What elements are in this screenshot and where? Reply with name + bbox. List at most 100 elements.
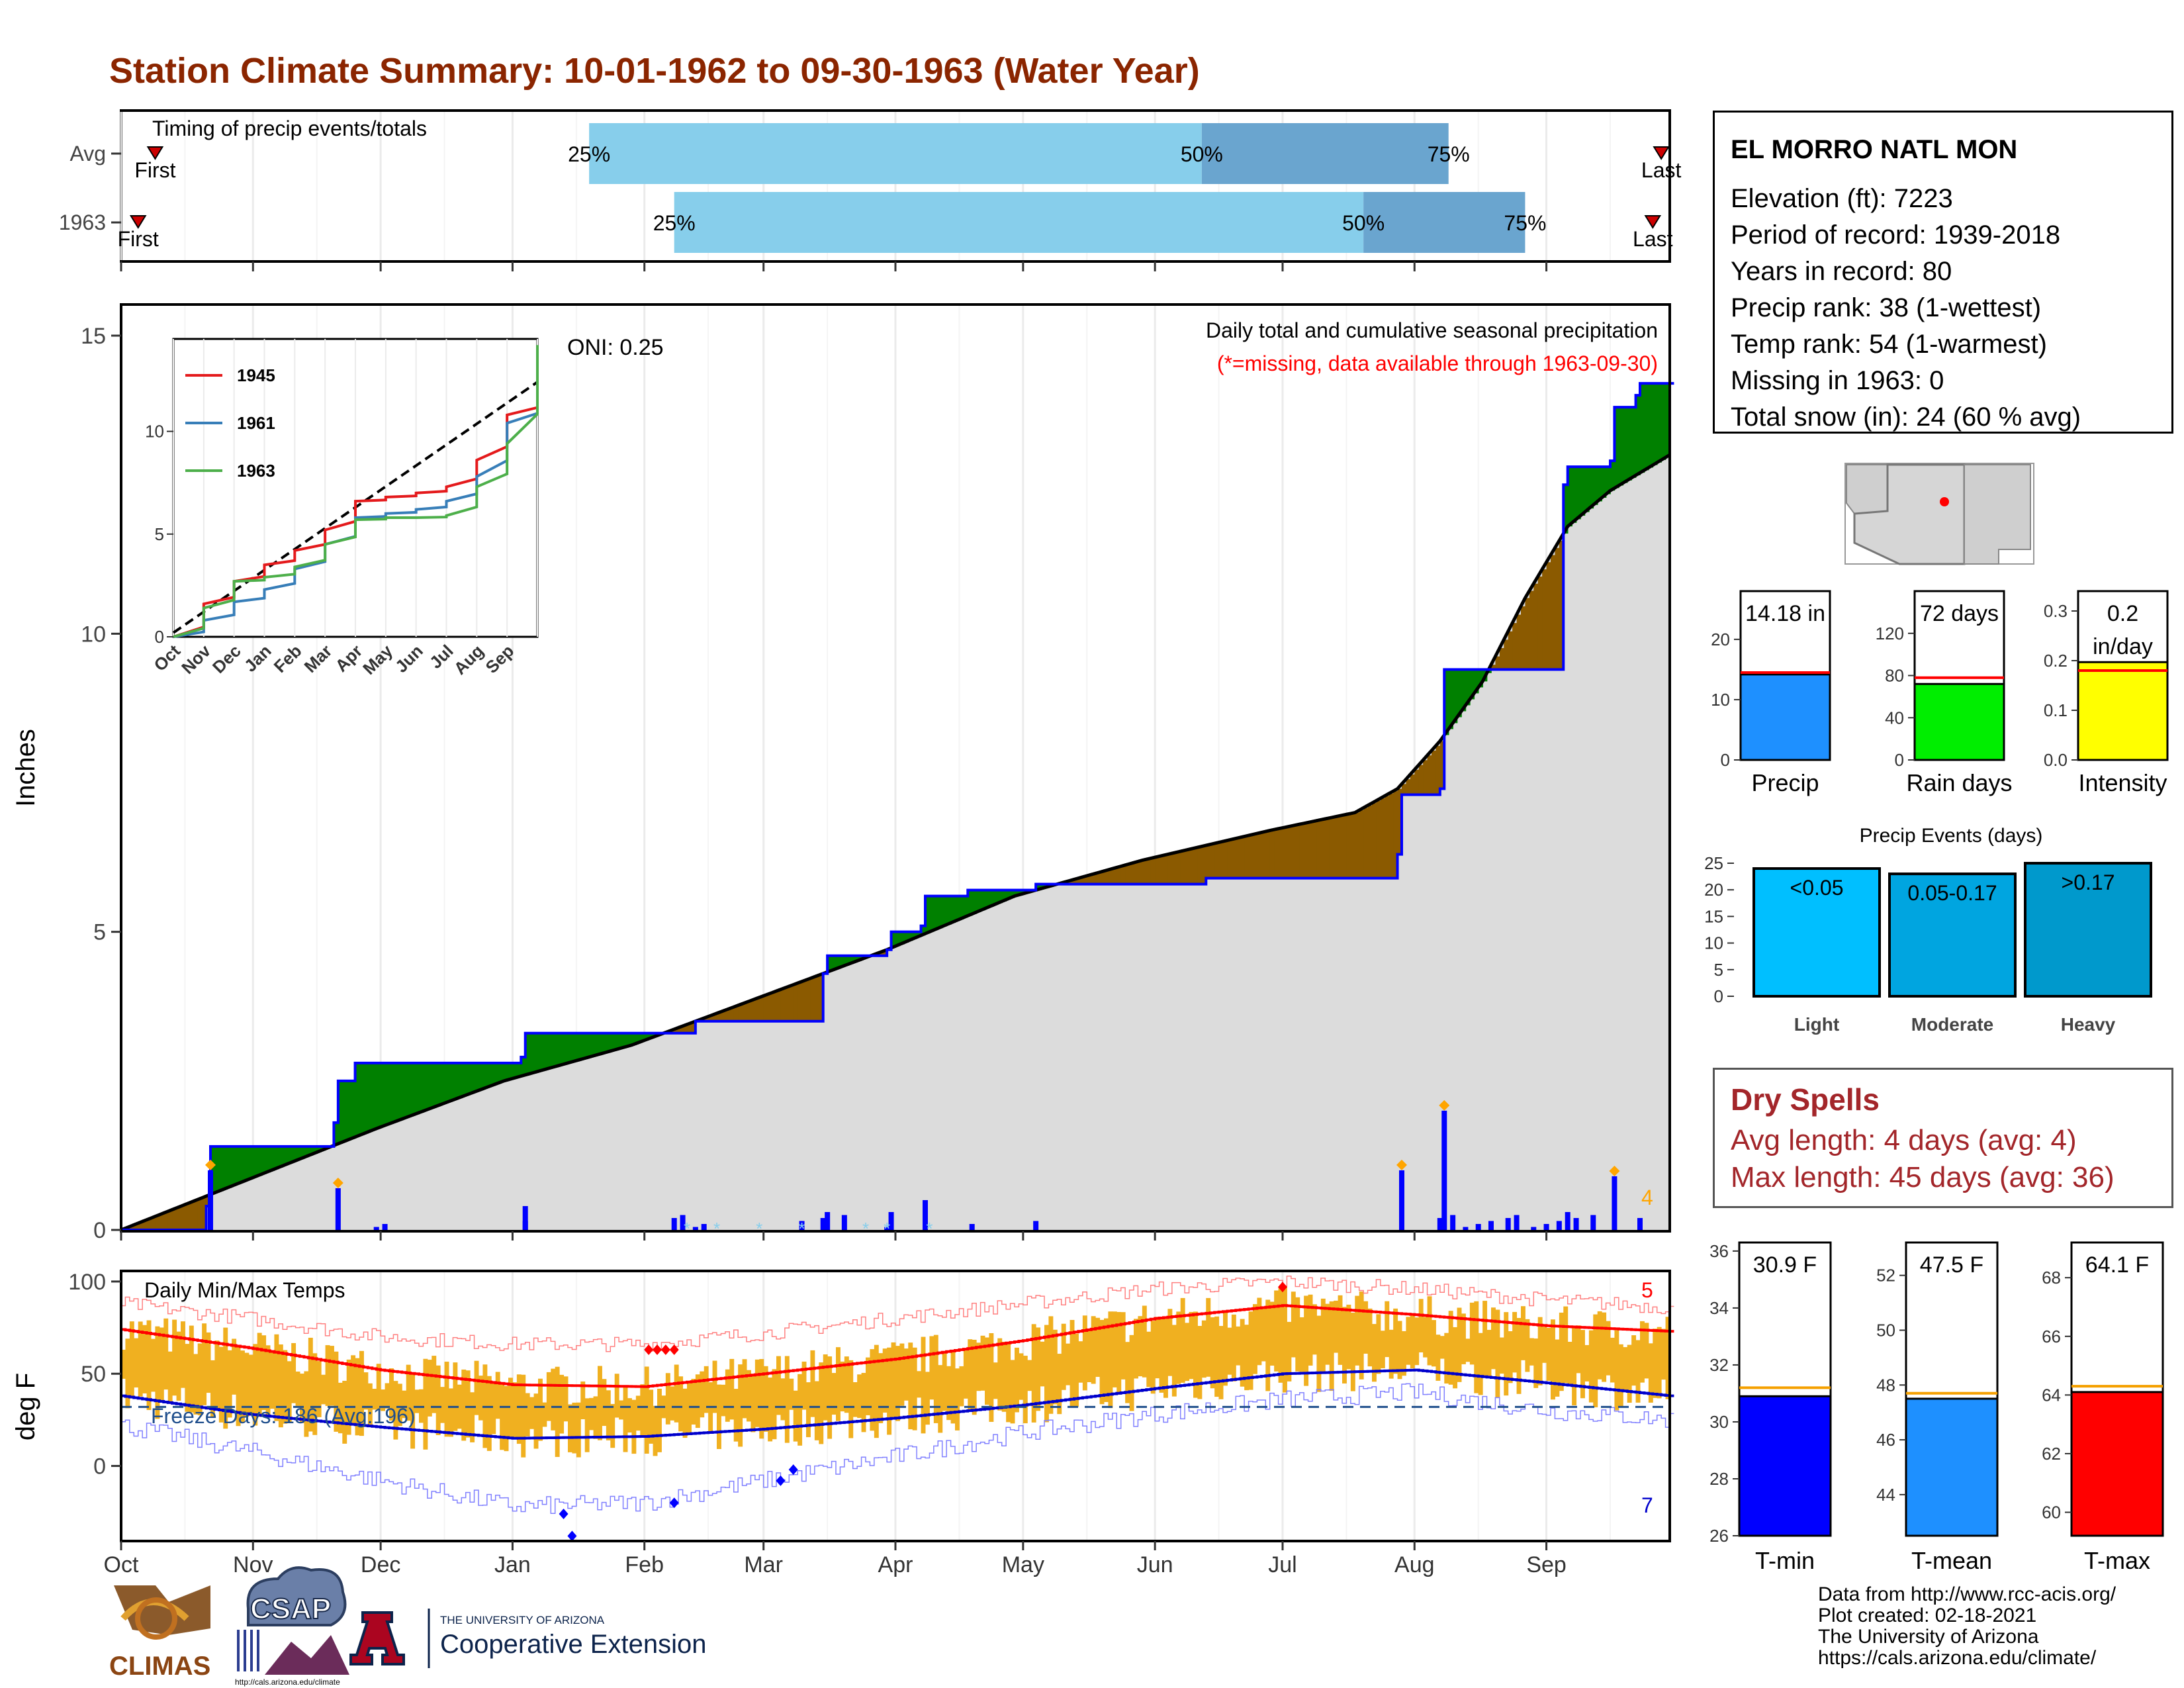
daily-temp-bar <box>218 1346 224 1423</box>
daily-temp-bar <box>172 1319 177 1396</box>
surplus-band <box>393 1062 398 1123</box>
daily-temp-bar <box>1380 1331 1385 1368</box>
daily-temp-bar <box>397 1383 402 1427</box>
event-ytick: 10 <box>1704 933 1723 953</box>
deficit-band <box>742 1004 747 1021</box>
daily-temp-bar <box>959 1366 964 1407</box>
summary-value-bar <box>2077 661 2169 761</box>
surplus-band <box>257 1146 262 1176</box>
surplus-band <box>546 1033 552 1069</box>
surplus-band <box>844 955 850 966</box>
surplus-band <box>486 1062 492 1088</box>
event-ytick: 20 <box>1704 880 1723 900</box>
daily-temp-bar <box>670 1386 675 1421</box>
deficit-band <box>1350 813 1356 878</box>
deficit-band <box>1223 841 1228 878</box>
daily-temp-bar <box>1551 1319 1555 1400</box>
summary-value-bar <box>1913 682 2005 761</box>
surplus-band <box>342 1080 347 1143</box>
surplus-band <box>980 890 985 911</box>
surplus-band <box>602 1033 607 1054</box>
daily-temp-bar <box>1525 1319 1530 1372</box>
events-title: Precip Events (days) <box>1860 825 2043 847</box>
daily-temp-bar <box>1627 1344 1632 1403</box>
deficit-band <box>1171 853 1177 884</box>
daily-temp-bar <box>389 1368 394 1421</box>
daily-temp-bar <box>1512 1311 1518 1373</box>
daily-temp-bar <box>729 1358 735 1420</box>
daily-temp-bar <box>1320 1298 1326 1372</box>
daily-temp-bar <box>542 1402 547 1427</box>
daily-precip-bar <box>1543 1223 1549 1230</box>
daily-temp-bar <box>1120 1312 1126 1380</box>
daily-temp-bar <box>1036 1327 1041 1411</box>
deficit-band <box>768 994 773 1021</box>
surplus-band <box>435 1062 441 1107</box>
daily-temp-bar <box>214 1340 220 1409</box>
surplus-band <box>1597 467 1602 502</box>
deficit-band <box>1231 839 1237 878</box>
daily-temp-bar <box>963 1350 968 1399</box>
deficit-band <box>1380 798 1386 878</box>
surplus-band <box>338 1080 343 1144</box>
avg-max-line <box>121 1304 1674 1388</box>
daily-temp-bar <box>376 1364 381 1410</box>
summary-ytick: 32 <box>1709 1355 1729 1375</box>
daily-temp-bar <box>1559 1312 1564 1391</box>
deficit-band <box>1125 865 1130 884</box>
daily-temp-bar <box>1576 1325 1581 1374</box>
timing-p25-label: 25% <box>653 211 696 235</box>
daily-temp-bar <box>997 1338 1003 1411</box>
surplus-band <box>295 1146 300 1161</box>
summary-bar-label: Precip <box>1751 769 1819 796</box>
deficit-band <box>146 1219 152 1230</box>
daily-temp-bar <box>742 1359 747 1419</box>
daily-temp-bar <box>435 1365 441 1435</box>
precip-ytick: 5 <box>93 920 106 945</box>
heavy-event-marker <box>205 1159 216 1170</box>
station-missing: Missing in 1963: 0 <box>1731 366 1944 395</box>
daily-temp-bar <box>747 1370 751 1422</box>
deficit-band <box>134 1225 139 1230</box>
daily-temp-bar <box>1278 1287 1283 1383</box>
daily-temp-bar <box>533 1393 539 1449</box>
daily-temp-bar <box>193 1354 199 1415</box>
daily-temp-bar <box>933 1335 938 1423</box>
daily-temp-bar <box>478 1376 483 1421</box>
month-label: Jun <box>1137 1552 1173 1577</box>
deficit-band <box>185 1204 190 1230</box>
daily-temp-bar <box>151 1338 156 1392</box>
summary-ytick: 34 <box>1709 1298 1729 1318</box>
daily-temp-bar <box>381 1389 386 1411</box>
daily-temp-bar <box>704 1366 709 1413</box>
deficit-band <box>1095 873 1101 884</box>
daily-temp-bar <box>848 1360 854 1438</box>
deficit-band <box>751 1000 756 1021</box>
daily-temp-bar <box>427 1360 432 1417</box>
daily-temp-bar <box>1048 1316 1054 1414</box>
daily-temp-bar <box>338 1382 343 1434</box>
daily-temp-bar <box>738 1364 743 1447</box>
deficit-band <box>1163 855 1169 884</box>
event-range-label: 0.05-0.17 <box>1907 881 1997 905</box>
daily-temp-bar <box>1376 1314 1381 1374</box>
deficit-band <box>1491 665 1496 670</box>
surplus-band <box>457 1062 463 1099</box>
daily-temp-bar <box>372 1388 377 1410</box>
deficit-band <box>176 1207 181 1230</box>
daily-temp-bar <box>1657 1327 1662 1399</box>
daily-precip-bar <box>1565 1211 1570 1230</box>
record-high-marker <box>1278 1282 1287 1293</box>
daily-temp-bar <box>610 1403 615 1448</box>
daily-temp-bar <box>980 1335 985 1391</box>
surplus-band <box>508 1062 514 1080</box>
summary-ytick: 26 <box>1709 1526 1729 1546</box>
surplus-band <box>355 1062 360 1137</box>
deficit-band <box>155 1216 160 1230</box>
daily-temp-bar <box>555 1366 560 1457</box>
surplus-band <box>827 955 833 972</box>
surplus-band <box>584 1033 590 1058</box>
summary-bar-label: T-mean <box>1911 1547 1992 1574</box>
deficit-band <box>1334 817 1339 878</box>
daily-precip-bar <box>208 1170 213 1230</box>
